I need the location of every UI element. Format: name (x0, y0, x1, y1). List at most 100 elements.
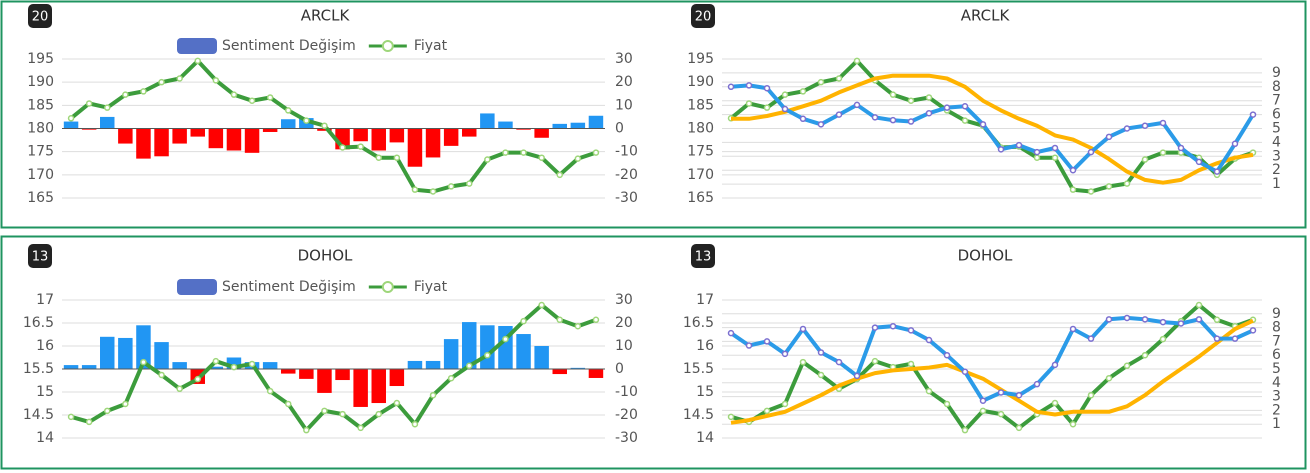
marker (727, 329, 735, 337)
bar (516, 128, 531, 130)
marker (835, 111, 843, 118)
marker (817, 349, 825, 356)
marker (339, 410, 346, 418)
bar (100, 336, 115, 369)
line (729, 58, 1254, 194)
marker (411, 420, 419, 428)
bar (172, 128, 187, 144)
marker (799, 88, 807, 95)
y2-tick-label: 30 (615, 292, 633, 308)
marker (889, 91, 897, 98)
marker (592, 316, 600, 324)
marker (943, 104, 951, 111)
chart-title: ARCLK (301, 7, 351, 25)
y-tick-label: 15 (36, 384, 54, 400)
y-tick-label: 180 (687, 121, 714, 137)
marker (1051, 361, 1059, 369)
marker (979, 397, 987, 404)
marker (835, 75, 843, 82)
y2-tick-label: 0 (615, 361, 624, 377)
bar (353, 128, 368, 142)
marker (781, 350, 789, 358)
y-tick-label: 195 (687, 51, 714, 67)
marker (1141, 156, 1149, 163)
y-tick-label: 190 (687, 74, 714, 90)
marker (1087, 188, 1095, 195)
bar (425, 128, 441, 158)
marker (745, 82, 753, 89)
marker (853, 57, 861, 65)
bar (498, 121, 513, 129)
marker (907, 360, 915, 368)
marker (429, 391, 437, 399)
y2-tick-label: 2 (1272, 402, 1281, 418)
bar (516, 334, 531, 369)
marker (799, 115, 807, 123)
marker (1105, 133, 1113, 141)
marker (85, 100, 93, 107)
bar (154, 342, 169, 369)
y2-tick-label: 7 (1272, 333, 1281, 349)
marker (1051, 399, 1059, 407)
y-tick-label: 170 (27, 167, 54, 183)
legend-label: Fiyat (414, 38, 448, 54)
legend-label: Sentiment Değişim (222, 279, 356, 295)
marker (447, 374, 455, 382)
y-tick-label: 14.5 (683, 407, 714, 423)
marker (520, 149, 527, 156)
marker (285, 107, 292, 114)
marker (1123, 125, 1131, 132)
marker (574, 155, 582, 162)
marker (1087, 148, 1095, 156)
marker (961, 103, 969, 110)
bar (552, 123, 567, 129)
y-tick-label: 165 (687, 190, 714, 206)
marker (1195, 158, 1203, 166)
y2-tick-label: 0 (615, 121, 624, 137)
y2-tick-label: -20 (615, 167, 638, 183)
marker (1105, 374, 1113, 382)
y-tick-label: 16 (696, 338, 714, 354)
y2-tick-label: 8 (1272, 320, 1281, 336)
marker (1213, 168, 1221, 175)
y2-tick-label: 2 (1272, 162, 1281, 178)
badge-text: 13 (695, 250, 712, 265)
marker (411, 186, 419, 193)
marker (466, 362, 473, 370)
y-tick-label: 15 (696, 384, 714, 400)
marker (1177, 320, 1185, 327)
marker (67, 413, 75, 421)
bar (389, 128, 405, 143)
y-tick-label: 15.5 (683, 361, 714, 377)
y2-tick-label: 10 (615, 338, 633, 354)
marker (1159, 318, 1167, 326)
y2-tick-label: 10 (615, 97, 633, 113)
marker (502, 149, 509, 156)
badge (28, 4, 52, 28)
marker (889, 322, 897, 330)
marker (321, 407, 328, 415)
y-tick-label: 180 (27, 121, 54, 137)
marker (393, 154, 401, 161)
y-tick-label: 190 (27, 74, 54, 90)
y-tick-label: 175 (27, 144, 54, 160)
bar (407, 360, 423, 369)
line (730, 318, 1254, 425)
marker (158, 371, 165, 379)
marker (907, 97, 915, 104)
y-tick-label: 16 (36, 338, 54, 354)
marker (1141, 122, 1149, 129)
marker (1249, 327, 1257, 334)
chart-title: DOHOL (298, 247, 353, 265)
marker (727, 413, 735, 421)
marker (925, 336, 933, 344)
marker (538, 301, 545, 309)
badge (691, 244, 715, 268)
bar (262, 128, 278, 132)
y2-tick-label: 4 (1272, 134, 1281, 150)
marker (1159, 149, 1167, 156)
marker (303, 117, 310, 124)
badge-text: 20 (32, 10, 49, 25)
marker (1105, 183, 1113, 190)
